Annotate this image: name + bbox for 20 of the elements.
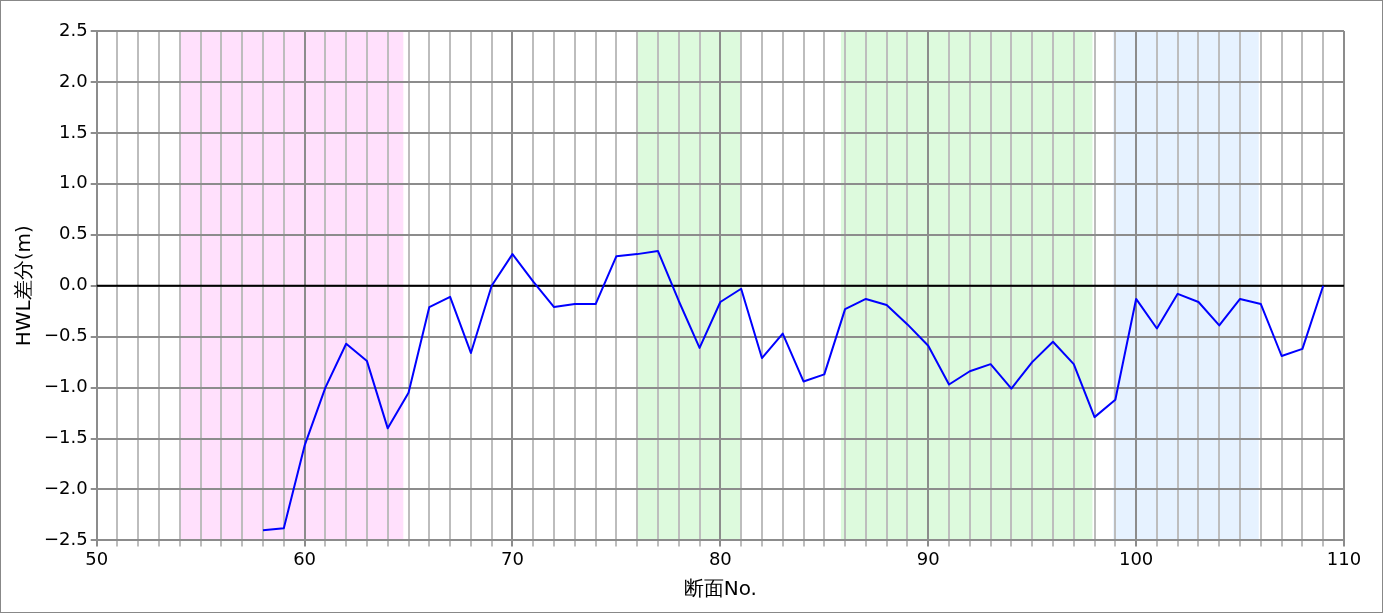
x-tick-label: 80	[708, 547, 732, 569]
x-tick-label: 100	[1118, 547, 1154, 569]
y-tick-label: −0.5	[43, 324, 88, 346]
y-tick-label: 0.5	[59, 222, 88, 244]
y-tick-label: 1.0	[59, 171, 88, 193]
x-axis-title: 断面No.	[683, 576, 757, 601]
y-tick-label: −2.5	[43, 528, 88, 550]
y-tick-label: 2.5	[59, 18, 88, 40]
y-tick-label: −1.5	[43, 426, 88, 448]
y-tick-label: 2.0	[59, 69, 88, 91]
x-tick-label: 110	[1326, 547, 1362, 569]
y-tick-label: −1.0	[43, 375, 88, 397]
x-tick-label: 70	[501, 547, 524, 569]
x-tick-label: 50	[85, 547, 109, 569]
x-tick-label: 60	[293, 547, 317, 569]
y-tick-label: 1.5	[59, 120, 88, 142]
y-tick-label: −2.0	[43, 477, 88, 499]
y-tick-label: 0.0	[59, 273, 88, 295]
y-axis-title: HWL差分(m)	[11, 225, 36, 347]
x-tick-label: 90	[916, 547, 940, 569]
